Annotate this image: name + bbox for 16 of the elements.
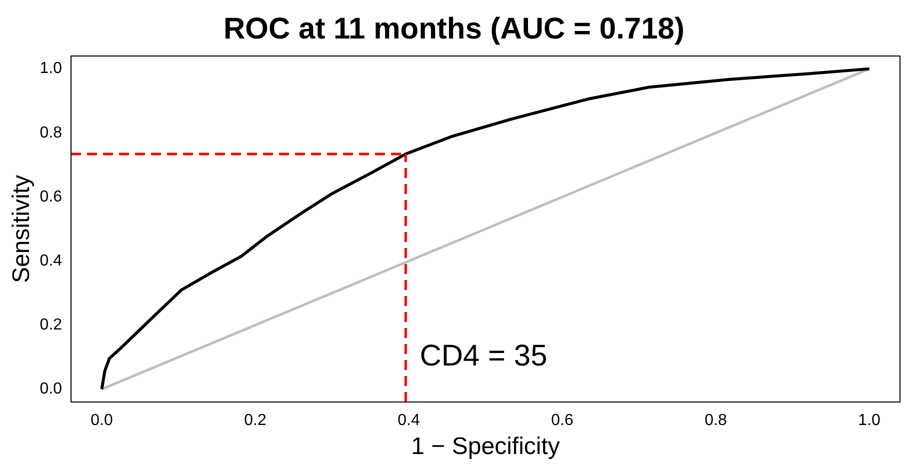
x-tick-label: 0.8 — [704, 412, 728, 430]
x-tick-label: 0.4 — [398, 412, 420, 430]
y-tick-label: 1.0 — [40, 60, 62, 78]
y-tick-label: 0.2 — [40, 316, 62, 334]
y-tick-label: 0.4 — [40, 252, 62, 270]
x-tick-label: 0.6 — [551, 412, 574, 430]
x-tick-label: 0.0 — [90, 412, 113, 430]
x-axis-title: 1 − Specificity — [411, 433, 560, 460]
y-tick-label: 0.0 — [40, 380, 62, 398]
y-tick-label: 0.8 — [40, 124, 62, 142]
chart-title: ROC at 11 months (AUC = 0.718) — [224, 12, 684, 46]
y-tick-label: 0.6 — [40, 188, 62, 206]
x-tick-label: 1.0 — [858, 412, 881, 430]
annotation: CD4 = 35 — [420, 339, 548, 372]
y-axis-title: Sensitivity — [8, 174, 36, 284]
x-tick-label: 0.2 — [244, 412, 266, 430]
